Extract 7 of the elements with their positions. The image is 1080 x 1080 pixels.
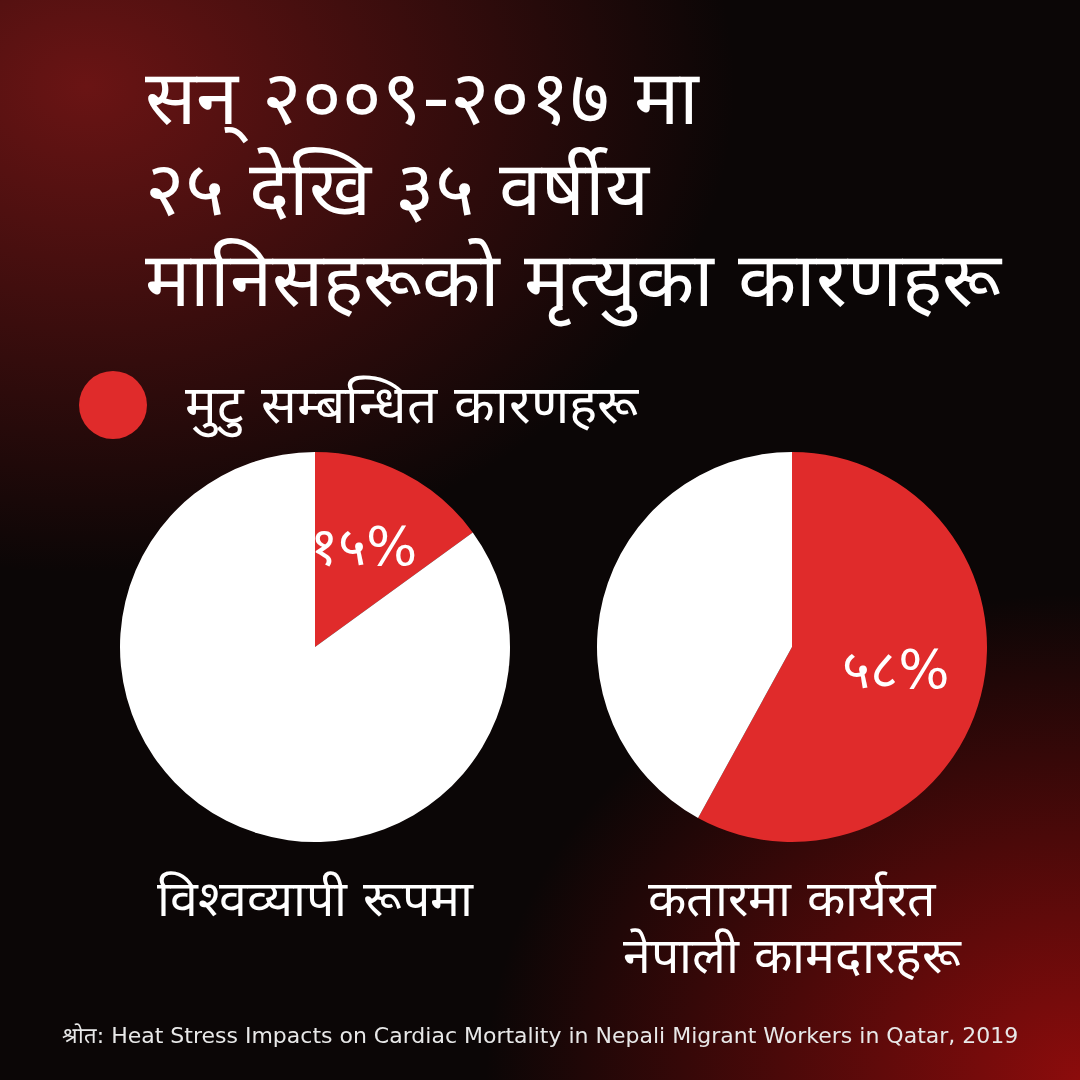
data-label: १५% bbox=[310, 515, 418, 579]
legend-label: मुटु सम्बन्धित कारणहरू bbox=[185, 373, 638, 439]
data-label: ५८% bbox=[842, 637, 950, 701]
text: कतारमा कार्यरत नेपाली कामदारहरू bbox=[621, 870, 963, 985]
chart-title: सन् २००९-२०१७ मा २५ देखि ३५ वर्षीय मानिसहरूको मृत्युका कारणहरू bbox=[145, 52, 1002, 325]
text: विश्वव्यापी रूपमा bbox=[156, 870, 475, 928]
text: श्रोत: Heat Stress Impacts on Cardiac Mortality in Nepali Migrant Workers in Qatar, 2019 bbox=[60, 1022, 1020, 1050]
